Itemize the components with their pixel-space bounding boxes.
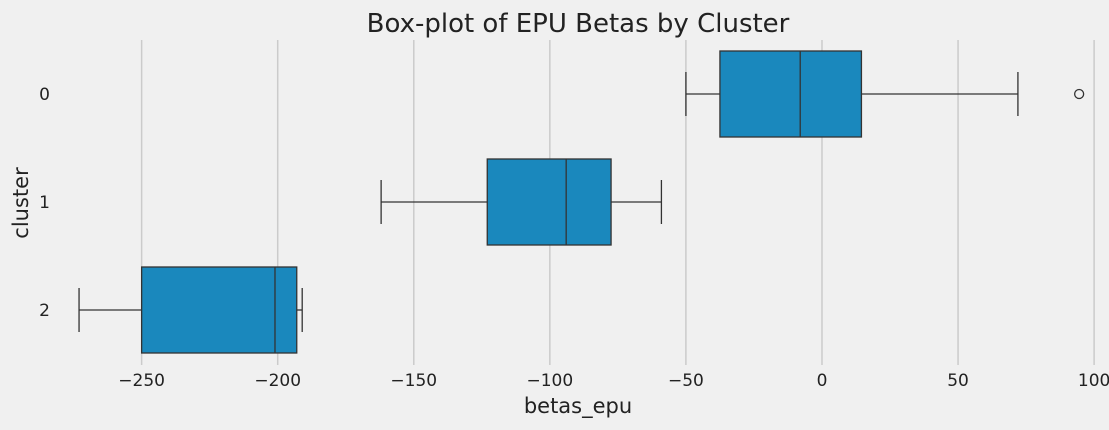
x-tick-label: 100 xyxy=(1078,371,1109,391)
box-0 xyxy=(685,50,1085,138)
y-tick-label: 1 xyxy=(39,193,50,213)
x-tick-label: 0 xyxy=(817,371,828,391)
x-tick-label: −250 xyxy=(118,371,165,391)
box-1 xyxy=(380,158,663,246)
outlier-point xyxy=(1073,88,1085,100)
chart-title: Box-plot of EPU Betas by Cluster xyxy=(367,9,790,39)
box-series xyxy=(78,50,1085,354)
x-tick-label: −100 xyxy=(526,371,573,391)
iqr-box xyxy=(140,266,298,354)
x-tick-label: −50 xyxy=(668,371,704,391)
iqr-box xyxy=(486,158,612,246)
y-axis-title: cluster xyxy=(9,167,33,239)
y-tick-label: 0 xyxy=(39,85,50,105)
x-tick-label: 50 xyxy=(947,371,969,391)
y-category-labels: 0 1 2 xyxy=(39,85,50,321)
iqr-box xyxy=(719,50,863,138)
y-tick-label: 2 xyxy=(39,301,50,321)
x-tick-labels: −250 −200 −150 −100 −50 0 50 100 xyxy=(118,371,1109,391)
x-tick-label: −150 xyxy=(390,371,437,391)
x-tick-label: −200 xyxy=(254,371,301,391)
x-axis-title: betas_epu xyxy=(524,394,632,419)
box-2 xyxy=(78,266,303,354)
